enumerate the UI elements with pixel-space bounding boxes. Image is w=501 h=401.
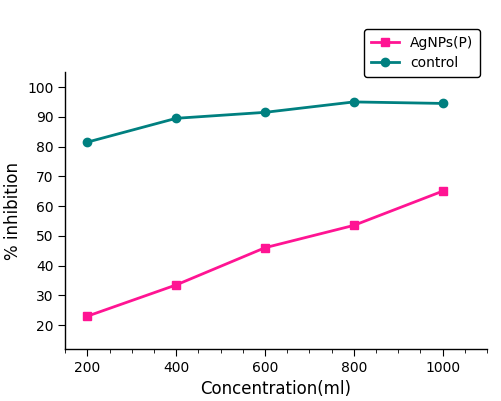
Line: control: control: [83, 98, 446, 146]
AgNPs(P): [350, 223, 356, 228]
Legend: AgNPs(P), control: AgNPs(P), control: [363, 29, 479, 77]
X-axis label: Concentration(ml): Concentration(ml): [200, 380, 351, 398]
Y-axis label: % inhibition: % inhibition: [4, 162, 22, 259]
AgNPs(P): [262, 245, 268, 250]
control: [173, 116, 179, 121]
control: [350, 99, 356, 104]
AgNPs(P): [439, 189, 445, 194]
AgNPs(P): [173, 282, 179, 287]
control: [439, 101, 445, 106]
AgNPs(P): [84, 314, 90, 318]
Line: AgNPs(P): AgNPs(P): [83, 187, 446, 320]
control: [262, 110, 268, 115]
control: [84, 140, 90, 144]
